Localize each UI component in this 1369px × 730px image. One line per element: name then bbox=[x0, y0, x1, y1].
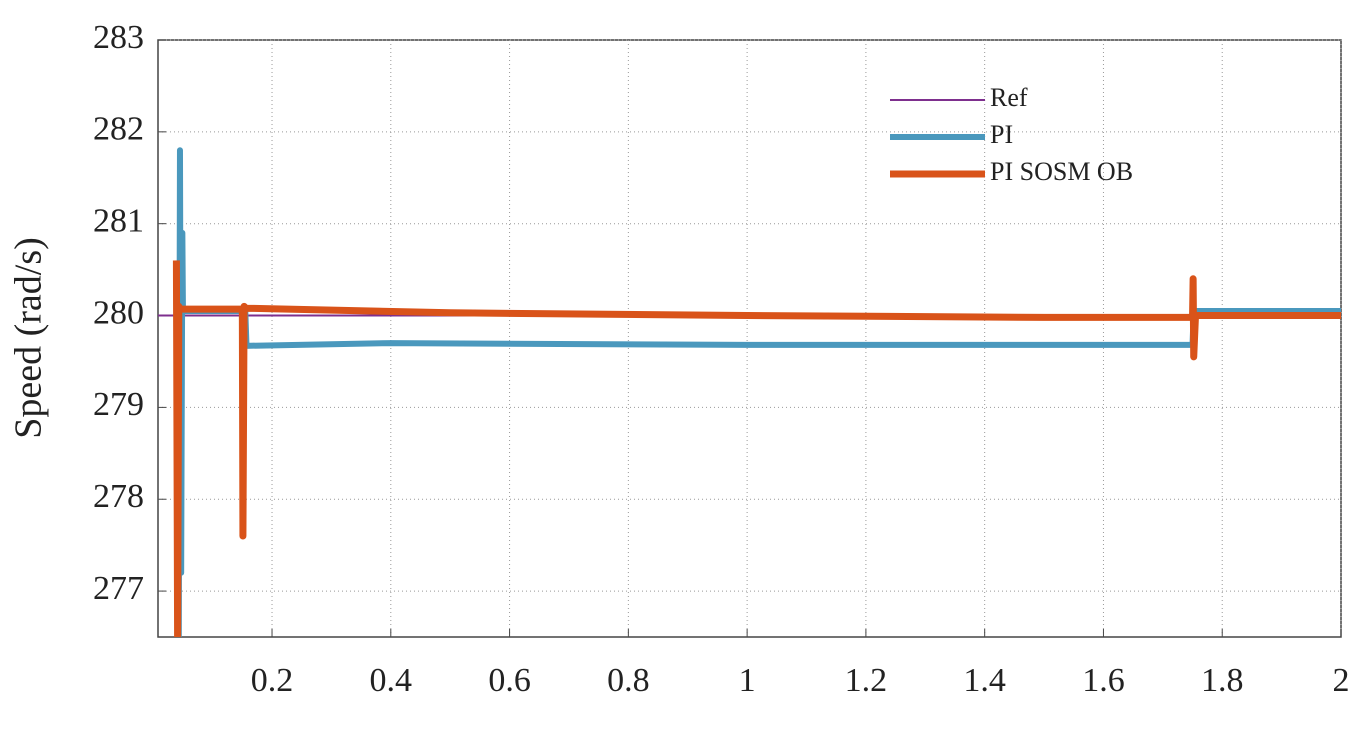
y-tick-label: 280 bbox=[93, 294, 144, 331]
x-tick-label: 1.6 bbox=[1082, 662, 1125, 699]
lines bbox=[158, 147, 1341, 637]
legend: Ref PI PI SOSM OB bbox=[890, 83, 1133, 186]
legend-label: Ref bbox=[990, 83, 1028, 112]
x-tick-label: 0.2 bbox=[251, 662, 294, 699]
x-tick-label: 0.8 bbox=[607, 662, 650, 699]
x-tick-label: 1.4 bbox=[963, 662, 1006, 699]
grid: 0.2 0.4 0.6 0.8 1 1.2 1.4 1.6 1.8 2 277 278 279 280 28… bbox=[93, 19, 1350, 699]
x-tick-label: 2 bbox=[1333, 662, 1350, 699]
legend-label: PI SOSM OB bbox=[990, 157, 1133, 186]
y-axis-label: Speed (rad/s) bbox=[8, 237, 50, 439]
legend-label: PI bbox=[990, 120, 1013, 149]
y-tick-label: 278 bbox=[93, 478, 144, 515]
y-tick-label: 283 bbox=[93, 19, 144, 56]
x-tick-label: 0.6 bbox=[488, 662, 531, 699]
y-tick-label: 282 bbox=[93, 111, 144, 148]
series-line bbox=[172, 260, 1341, 637]
plot-area bbox=[157, 39, 1342, 638]
x-tick-label: 1 bbox=[739, 662, 756, 699]
y-tick-label: 281 bbox=[93, 202, 144, 239]
x-tick-label: 1.2 bbox=[845, 662, 888, 699]
x-tick-label: 1.8 bbox=[1201, 662, 1244, 699]
y-tick-label: 279 bbox=[93, 386, 144, 423]
x-tick-label: 0.4 bbox=[370, 662, 413, 699]
y-tick-label: 277 bbox=[93, 570, 144, 607]
